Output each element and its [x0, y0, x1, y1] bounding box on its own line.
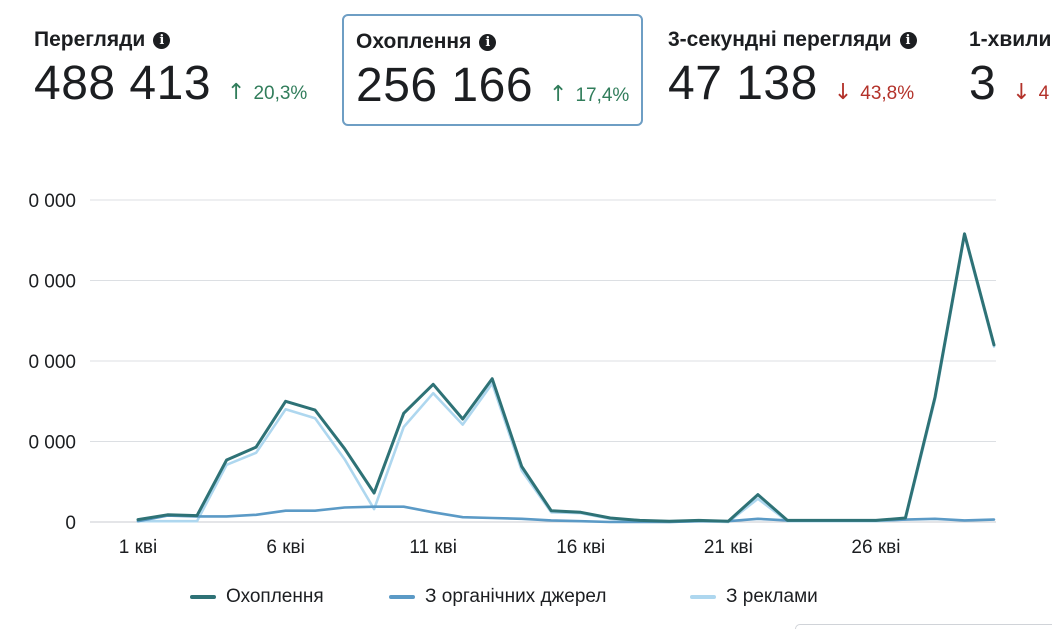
- metric-delta: ↑ 20,3%: [227, 80, 308, 105]
- legend-item-reach[interactable]: Охоплення: [190, 586, 324, 608]
- y-tick-label: 0: [65, 513, 76, 534]
- metric-delta: ↓ 4: [1012, 80, 1050, 105]
- info-icon[interactable]: i: [479, 33, 497, 51]
- y-tick-label: 0 000: [28, 433, 76, 454]
- metric-value: 47 138: [668, 57, 818, 110]
- arrow-down-icon: ↓: [833, 80, 853, 105]
- y-tick-label: 0 000: [28, 272, 76, 293]
- x-tick-label: 16 кві: [556, 537, 605, 558]
- x-tick-label: 26 кві: [851, 537, 900, 558]
- arrow-up-icon: ↑: [227, 80, 246, 105]
- x-tick-label: 1 кві: [119, 537, 157, 558]
- legend-item-organic[interactable]: З органічних джерел: [389, 586, 606, 608]
- legend-swatch: [190, 595, 216, 599]
- metric-title: Перегляди: [34, 28, 146, 51]
- x-tick-label: 21 кві: [704, 537, 753, 558]
- metric-title: Охоплення: [356, 30, 472, 53]
- y-tick-label: 0 000: [28, 352, 76, 373]
- y-tick-label: 0 000: [28, 191, 76, 212]
- info-icon[interactable]: i: [899, 31, 917, 49]
- legend-label: З реклами: [726, 586, 818, 607]
- metric-value: 256 166: [356, 59, 534, 112]
- legend-label: З органічних джерел: [425, 586, 607, 607]
- metric-delta: ↓ 43,8%: [833, 80, 915, 105]
- series-line-ads: [136, 234, 996, 524]
- metric-card-views[interactable]: Перегляди i 488 413 ↑ 20,3%: [22, 14, 340, 126]
- metric-value: 488 413: [34, 57, 212, 110]
- metric-card-3sec-views[interactable]: 3-секундні перегляди i 47 138 ↓ 43,8%: [656, 14, 956, 126]
- arrow-down-icon: ↓: [1012, 80, 1031, 105]
- legend-label: Охоплення: [226, 586, 324, 607]
- metric-card-reach[interactable]: Охоплення i 256 166 ↑ 17,4%: [342, 14, 643, 126]
- metric-value: 3: [969, 57, 997, 110]
- metric-card-1min-views[interactable]: 1-хвили 3 ↓ 4: [957, 14, 1052, 126]
- legend-item-ads[interactable]: З реклами: [690, 586, 818, 608]
- x-tick-label: 11 кві: [409, 537, 457, 558]
- legend-swatch: [389, 595, 415, 599]
- metric-title: 1-хвили: [969, 28, 1052, 51]
- metrics-row: Перегляди i 488 413 ↑ 20,3% Охоплення i 256 …: [0, 0, 1052, 140]
- metric-delta: ↑ 17,4%: [549, 82, 630, 107]
- series-line-reach: [136, 232, 996, 523]
- chart-legend: Охоплення З органічних джерел З реклами: [0, 586, 1052, 612]
- panel-edge: [795, 624, 1052, 629]
- x-tick-label: 6 кві: [266, 537, 304, 558]
- info-icon[interactable]: i: [153, 31, 171, 49]
- arrow-up-icon: ↑: [549, 82, 568, 107]
- legend-swatch: [690, 595, 716, 599]
- reach-line-chart: 0 0 000 0 000 0 000 0 000 1 кві 6 кві 11 кві 16 …: [28, 191, 996, 558]
- metric-title: 3-секундні перегляди: [668, 28, 892, 51]
